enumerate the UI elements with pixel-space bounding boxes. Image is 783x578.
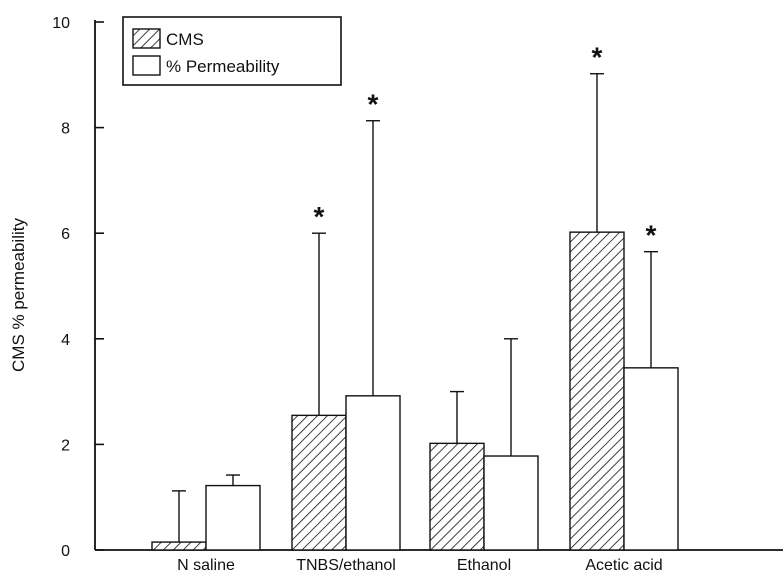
bar (569, 231, 625, 551)
x-tick-labels: N saline TNBS/ethanol Ethanol Acetic acid (177, 557, 663, 574)
y-tick-label: 2 (61, 437, 70, 454)
x-tick-label: TNBS/ethanol (296, 557, 396, 573)
y-tick-label: 10 (52, 15, 70, 32)
bar (205, 484, 261, 551)
legend-swatch-cms (132, 28, 161, 49)
bar (429, 442, 485, 551)
significance-star: * (592, 42, 603, 73)
y-tick-label: 6 (61, 226, 70, 243)
bar (345, 395, 401, 551)
bars (151, 231, 679, 551)
y-tick-label: 4 (61, 332, 70, 349)
bar (151, 541, 207, 551)
error-bars (172, 73, 658, 543)
x-tick-label: Acetic acid (585, 557, 662, 573)
y-tick-label: 0 (61, 543, 70, 560)
legend-swatch-permeability (132, 55, 161, 76)
x-tick-label: N saline (177, 557, 235, 573)
legend-label-cms: CMS (166, 30, 204, 49)
y-tick-labels: 0 2 4 6 8 10 (52, 15, 70, 560)
bar (483, 455, 539, 551)
y-tick-label: 8 (61, 121, 70, 138)
significance-star: * (646, 220, 657, 251)
bar (623, 367, 679, 551)
legend-label-permeability: % Permeability (166, 57, 280, 76)
significance-markers: * * * * (314, 42, 657, 251)
y-axis-label: CMS % permeability (9, 218, 28, 372)
x-tick-label: Ethanol (457, 557, 511, 573)
significance-star: * (314, 201, 325, 232)
bar (291, 414, 347, 551)
significance-star: * (368, 89, 379, 120)
legend: CMS % Permeability (122, 16, 342, 86)
